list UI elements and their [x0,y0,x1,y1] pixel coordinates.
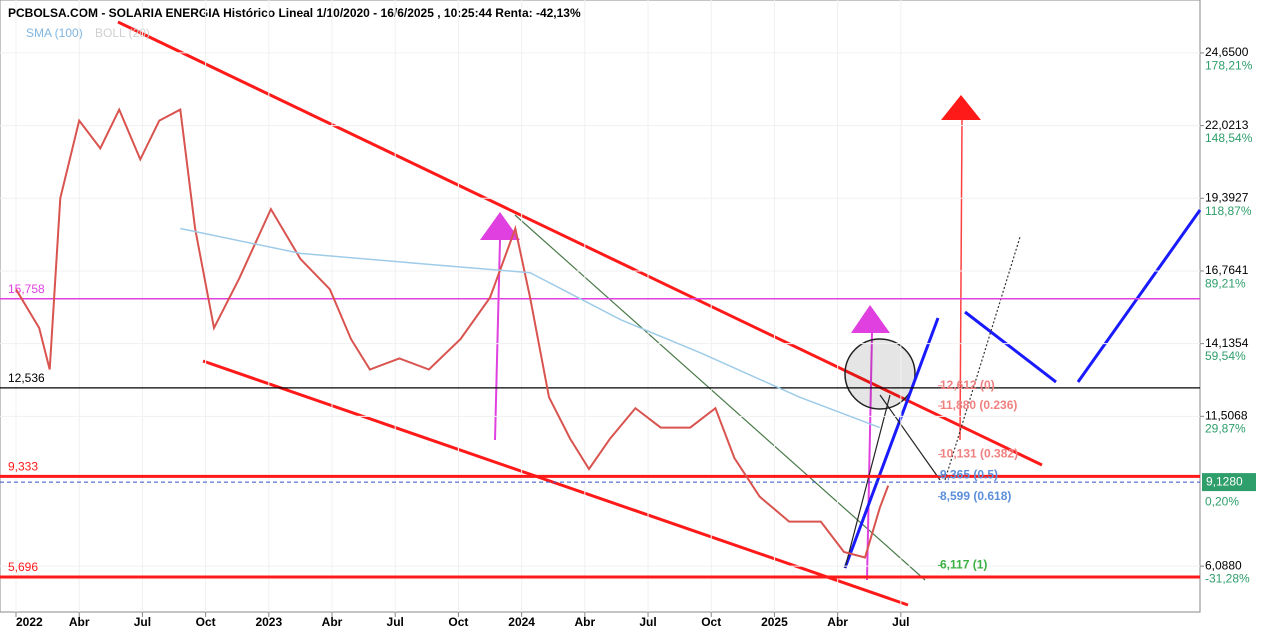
x-tick-label: Oct [448,615,468,629]
fib-label: 10,131 (0.382) [940,447,1018,461]
x-tick-label: Abr [827,615,848,629]
fib-label: 9,365 (0.5) [940,468,998,482]
y-tick-label: 22,0213 [1205,118,1249,132]
x-tick-label: Oct [196,615,216,629]
x-tick-label: Jul [134,615,151,629]
y-tick-label: 6,0880 [1205,558,1242,572]
y-tick-label: 16,7641 [1205,263,1249,277]
price-line [15,107,890,559]
x-tick-label: 2022 [16,615,43,629]
fib-label: 8,599 (0.618) [940,489,1011,503]
level-label: 9,333 [8,460,38,474]
fan-line [844,394,891,569]
last-price-label: 9,1280 [1206,474,1243,488]
x-tick-label: Abr [69,615,90,629]
projection-line [1076,209,1202,383]
x-tick-label: Oct [701,615,721,629]
y2-tick-label: 178,21% [1205,59,1253,73]
y-tick-label: 14,1354 [1205,336,1249,350]
y2-tick-label: 118,87% [1205,204,1252,218]
y2-tick-label: -31,28% [1205,571,1250,585]
chart-title: PCBOLSA.COM - SOLARIA ENERGIA Histórico … [8,6,581,20]
level-label: 12,536 [8,371,45,385]
arrow-shaft [959,119,963,441]
circle-marker [844,338,916,410]
y-tick-label: 19,3927 [1205,190,1249,204]
level-label: 15,758 [8,282,45,296]
x-tick-label: Jul [892,615,909,629]
x-tick-label: Abr [574,615,595,629]
arrow-shaft [866,332,873,581]
y2-tick-label: 89,21% [1205,276,1246,290]
y2-tick-label: 29,87% [1205,422,1246,436]
price-line [180,227,881,429]
fib-label: 11,880 (0.236) [940,398,1017,412]
arrow-head [941,95,981,120]
y2-tick-label: 0,20% [1205,494,1239,508]
y2-tick-label: 148,54% [1205,131,1253,145]
level-label: 5,696 [8,560,38,574]
projection-line [964,310,1057,384]
x-tick-label: Jul [387,615,404,629]
x-tick-label: Jul [639,615,656,629]
fib-label: 6,117 (1) [940,558,987,572]
trend-line [514,214,926,581]
legend-entry: SMA (100) [26,26,83,40]
fan-line [879,394,941,481]
arrow-head [851,305,890,333]
last-price-box [1202,473,1256,492]
drawings [117,20,1202,607]
fib-label: 12,612 (0) [940,378,995,392]
x-tick-label: 2025 [761,615,788,629]
x-tick-label: 2024 [508,615,535,629]
x-tick-label: 2023 [255,615,282,629]
y-tick-label: 11,5068 [1205,408,1248,422]
y-tick-label: 24,6500 [1205,45,1249,59]
x-tick-label: Abr [322,615,343,629]
arrow-head [480,212,520,240]
projection-line [843,317,940,569]
channel-bottom [202,359,909,607]
legend-entry: BOLL (20) [95,26,150,40]
plot-frame [0,0,1201,613]
y2-tick-label: 59,54% [1205,349,1246,363]
channel-top [117,20,1043,467]
